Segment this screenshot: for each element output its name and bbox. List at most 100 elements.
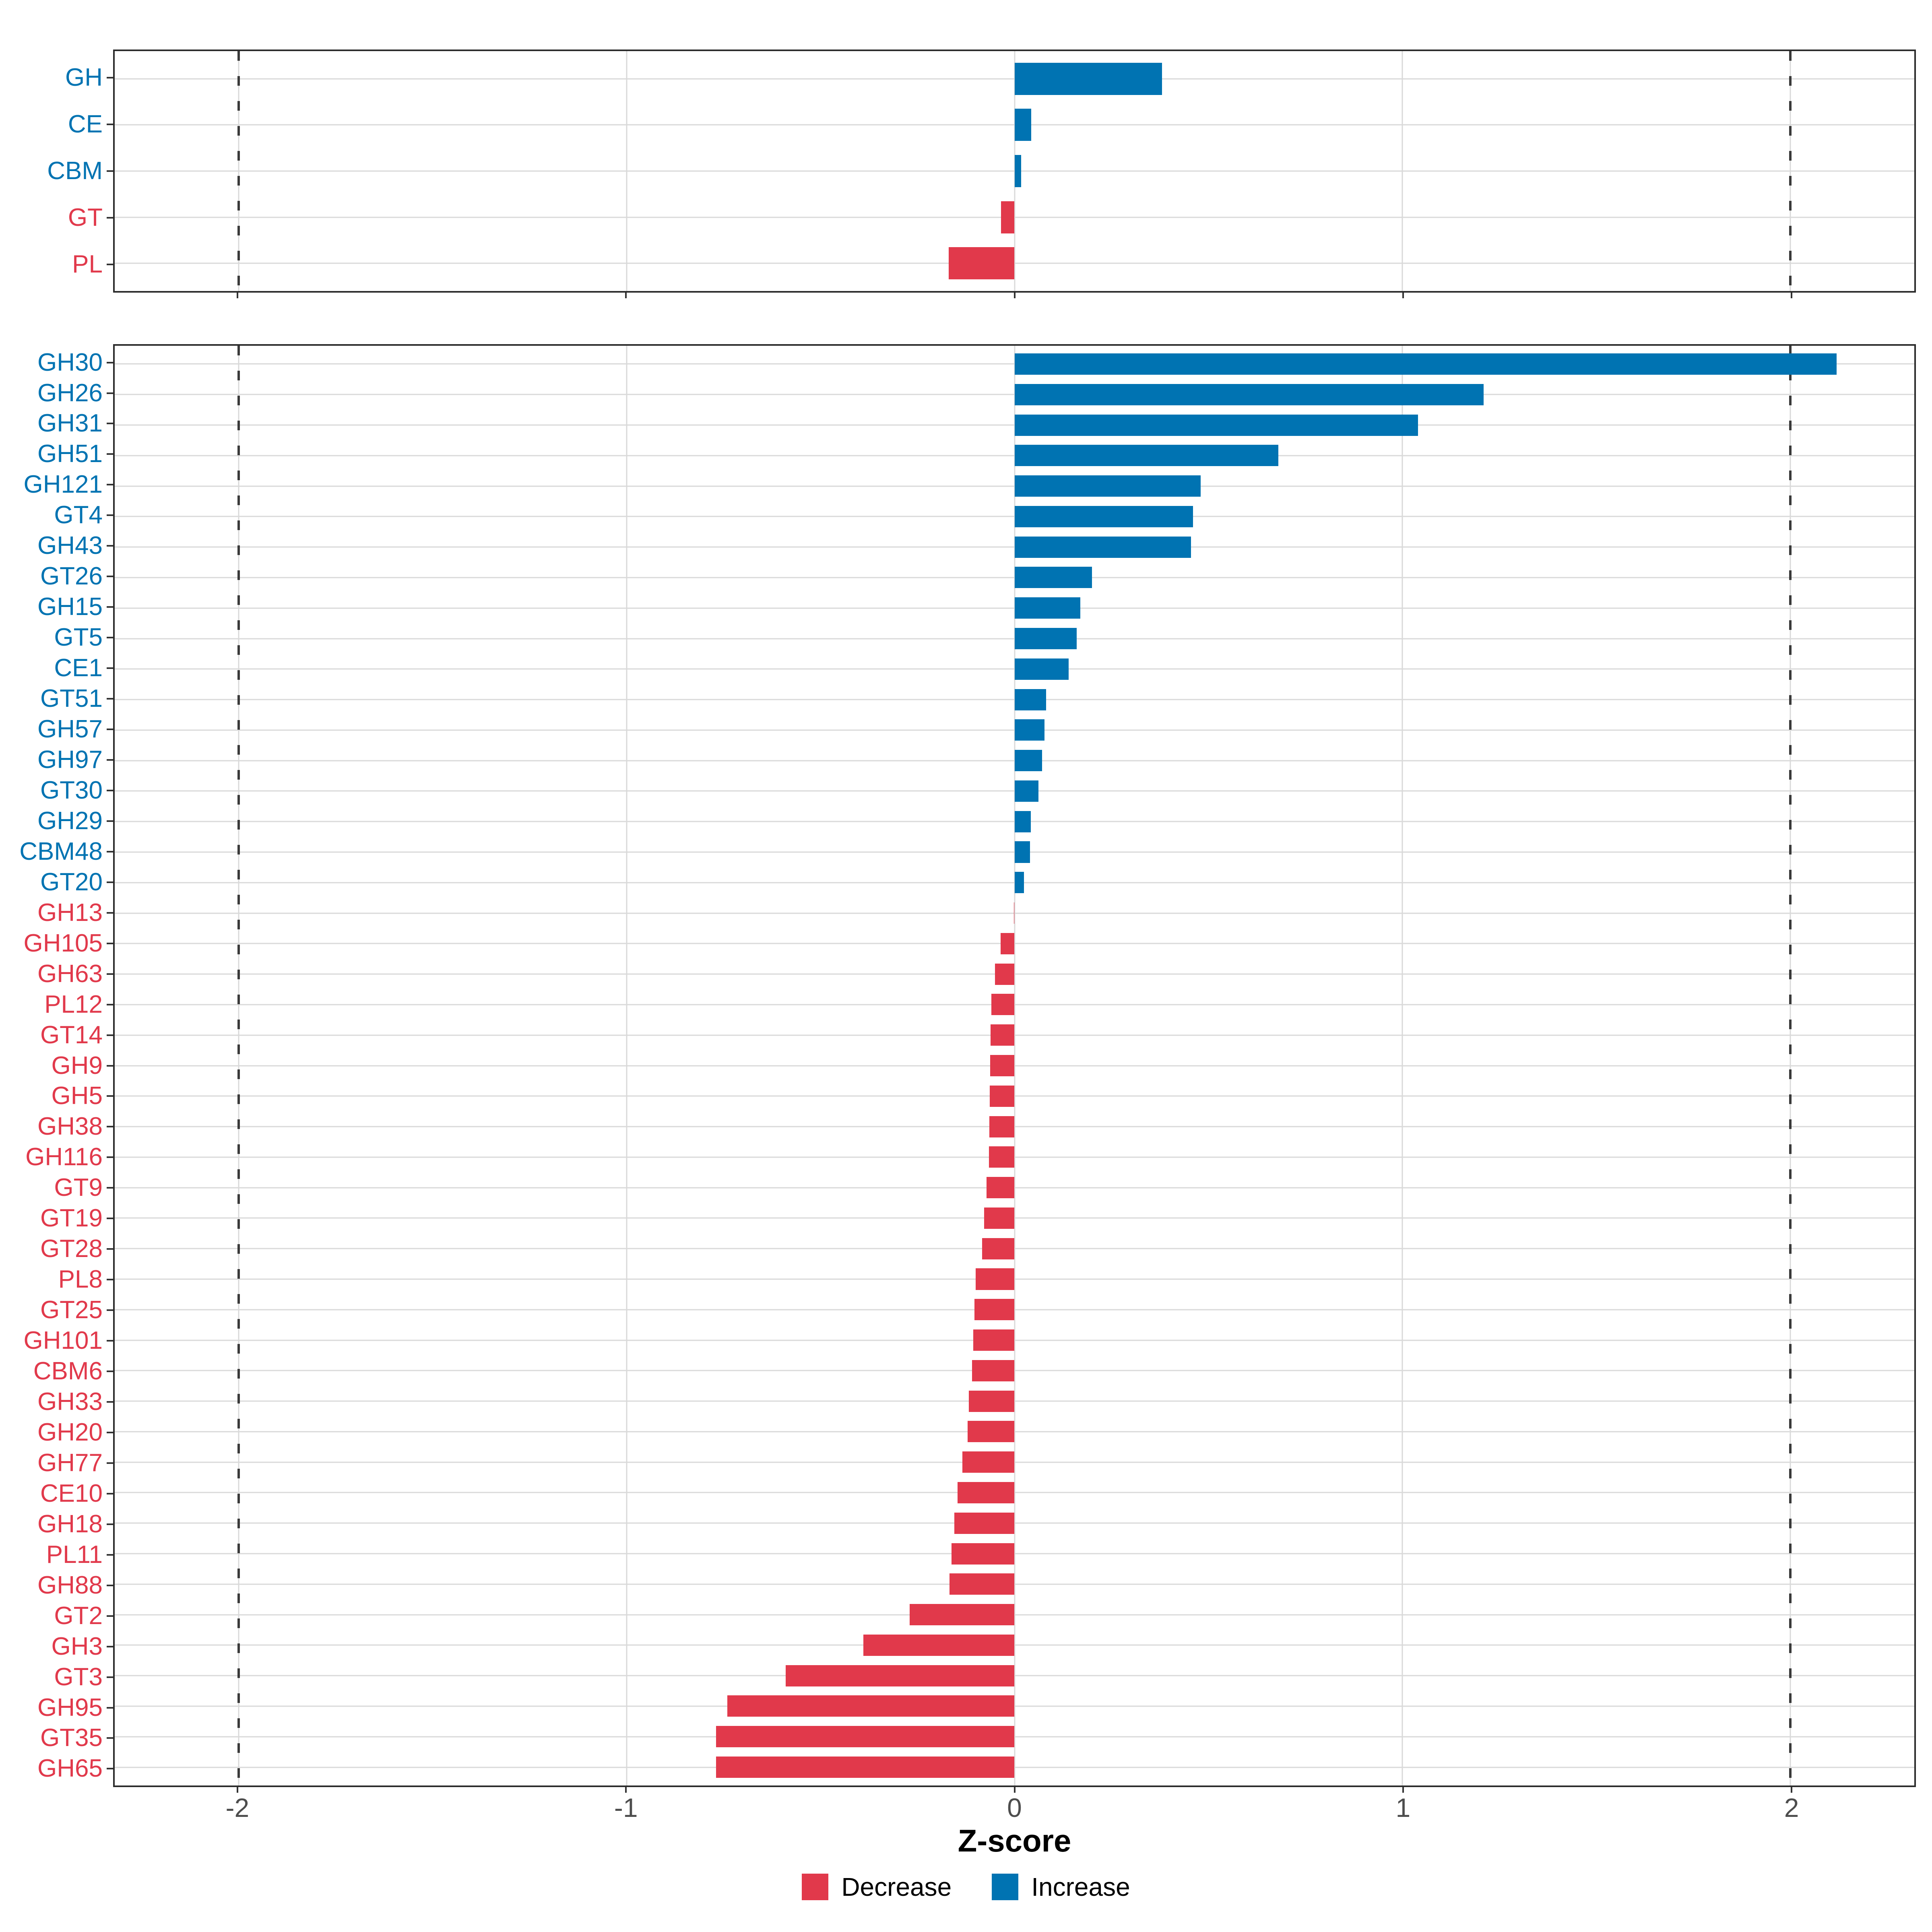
y-axis-tick	[107, 217, 113, 219]
horizontal-gridline	[115, 1309, 1914, 1311]
horizontal-gridline	[115, 1278, 1914, 1280]
y-axis-tick	[107, 1645, 113, 1647]
y-axis-label-gh5: GH5	[51, 1082, 103, 1110]
y-axis-tick	[107, 729, 113, 730]
bar-gh57	[1014, 719, 1044, 741]
y-axis-tick	[107, 1126, 113, 1128]
x-ticks-class-panel	[113, 293, 1916, 298]
y-axis-tick	[107, 912, 113, 914]
y-axis-tick	[107, 123, 113, 125]
horizontal-gridline	[115, 1126, 1914, 1127]
y-axis-label-gt20: GT20	[40, 868, 103, 896]
y-axis-tick	[107, 637, 113, 639]
class-level-bar-panel	[113, 50, 1916, 293]
y-axis-tick	[107, 1309, 113, 1311]
bar-gh9	[990, 1055, 1015, 1077]
y-axis-tick	[107, 1676, 113, 1678]
dashed-reference-line	[1789, 51, 1792, 291]
y-axis-tick	[107, 170, 113, 172]
bar-gh95	[727, 1695, 1015, 1717]
legend-item-increase: Increase	[992, 1874, 1130, 1900]
bar-pl12	[991, 994, 1015, 1016]
horizontal-gridline	[115, 1705, 1914, 1707]
bar-gh101	[973, 1329, 1015, 1351]
x-axis-tick-label-0: 0	[1007, 1793, 1022, 1823]
bar-gh77	[962, 1451, 1015, 1473]
y-axis-label-gh3: GH3	[51, 1632, 103, 1660]
y-axis-label-gh57: GH57	[37, 715, 103, 743]
legend-label-increase: Increase	[1031, 1872, 1130, 1901]
y-axis-label-gh121: GH121	[23, 471, 103, 499]
y-axis-label-gh51: GH51	[37, 440, 103, 468]
bar-cbm6	[972, 1360, 1015, 1381]
y-axis-label-gt25: GT25	[40, 1296, 103, 1324]
y-axis-label-gt5: GT5	[54, 623, 103, 652]
y-axis-tick	[107, 423, 113, 425]
x-axis-tick	[1013, 293, 1016, 298]
y-axis-tick	[107, 759, 113, 761]
horizontal-gridline	[115, 262, 1914, 264]
bar-gt20	[1014, 872, 1024, 894]
y-axis-label-cbm48: CBM48	[19, 837, 103, 865]
y-axis-tick	[107, 1003, 113, 1005]
bar-ce10	[957, 1482, 1015, 1503]
legend-item-decrease: Decrease	[802, 1874, 952, 1900]
y-axis-label-gh97: GH97	[37, 745, 103, 774]
bar-cbm	[1014, 155, 1021, 188]
dashed-reference-line	[237, 51, 240, 291]
y-axis-tick	[107, 1554, 113, 1556]
bar-gh65	[716, 1757, 1015, 1778]
y-axis-tick	[107, 698, 113, 700]
y-axis-label-pl11: PL11	[46, 1540, 103, 1569]
y-axis-label-gt9: GT9	[54, 1174, 103, 1202]
y-axis-labels-class-panel: GH CE CBM GT PL	[0, 50, 113, 293]
y-axis-tick	[107, 606, 113, 608]
y-axis-tick	[107, 942, 113, 944]
horizontal-gridline	[115, 1767, 1914, 1768]
bar-gh20	[967, 1421, 1015, 1443]
y-axis-label-gh63: GH63	[37, 960, 103, 988]
bar-gh30	[1014, 353, 1837, 375]
horizontal-gridline	[115, 1644, 1914, 1646]
y-axis-tick	[107, 973, 113, 975]
y-axis-label-gh: GH	[65, 63, 103, 91]
y-axis-label-gh18: GH18	[37, 1510, 103, 1538]
x-axis-tick	[236, 293, 238, 298]
x-axis-tick	[236, 1787, 238, 1793]
horizontal-gridline	[115, 1583, 1914, 1585]
x-axis-tick	[625, 1787, 627, 1793]
x-axis-tick-label-2: 2	[1784, 1793, 1799, 1823]
bar-gt3	[785, 1665, 1015, 1686]
y-axis-tick	[107, 789, 113, 791]
bar-pl11	[952, 1543, 1015, 1565]
y-axis-tick	[107, 1218, 113, 1220]
bar-gh15	[1014, 597, 1081, 619]
x-axis-tick	[1013, 1787, 1016, 1793]
y-axis-label-gt30: GT30	[40, 776, 103, 804]
y-axis-tick	[107, 1034, 113, 1036]
bar-gt51	[1014, 689, 1046, 710]
bar-gt14	[990, 1024, 1015, 1046]
y-axis-tick	[107, 453, 113, 455]
y-axis-label-gt: GT	[68, 204, 103, 232]
y-axis-label-gt2: GT2	[54, 1602, 103, 1630]
y-axis-label-ce10: CE10	[40, 1479, 103, 1507]
y-axis-label-gt28: GT28	[40, 1235, 103, 1263]
bar-gt26	[1014, 567, 1092, 588]
y-axis-tick	[107, 1431, 113, 1433]
x-axis-tick	[1791, 293, 1793, 298]
bar-gh43	[1014, 536, 1191, 558]
horizontal-gridline	[115, 1553, 1914, 1554]
horizontal-gridline	[115, 1370, 1914, 1371]
horizontal-gridline	[115, 973, 1914, 975]
y-axis-label-cbm6: CBM6	[33, 1357, 103, 1385]
bar-gh29	[1014, 811, 1031, 832]
x-axis-tick-labels: -2 -1 0 1 2	[113, 1794, 1916, 1823]
horizontal-gridline	[115, 1095, 1914, 1097]
bar-gh18	[954, 1512, 1015, 1534]
y-axis-label-gh101: GH101	[23, 1327, 103, 1355]
horizontal-gridline	[115, 1492, 1914, 1493]
y-axis-label-gh31: GH31	[37, 409, 103, 438]
y-axis-label-ce1: CE1	[54, 654, 103, 682]
legend: Decrease Increase	[0, 1871, 1932, 1903]
